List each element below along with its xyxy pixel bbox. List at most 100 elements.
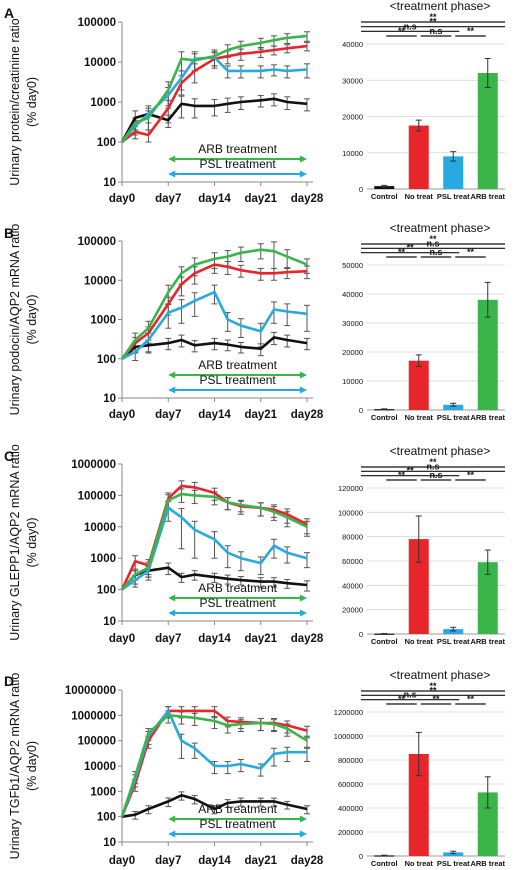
bar-category-label: ARB treat — [470, 637, 505, 646]
arb-treatment-label: ARB treatment — [198, 358, 277, 372]
bar-no-treat — [408, 125, 429, 189]
y-axis-label-unit: (% day0) — [25, 517, 39, 567]
y-tick-label: 1000 — [90, 97, 116, 109]
series-line-psl_treat — [121, 506, 308, 591]
series-line-arb_treat — [120, 248, 308, 360]
y-axis-label-unit: (% day0) — [25, 741, 39, 791]
x-tick-label: day21 — [244, 193, 277, 205]
psl-arrowhead-right — [300, 830, 307, 838]
psl-arrowhead-right — [300, 609, 307, 617]
x-tick-label: day14 — [198, 633, 231, 645]
bar-y-tick-label: 1000000 — [334, 732, 363, 741]
bar-y-tick-label: 40000 — [342, 40, 363, 49]
psl-arrowhead-left — [168, 170, 176, 178]
panel-letter-A: A — [4, 5, 14, 21]
y-tick-label: 10000 — [84, 761, 116, 773]
bar-y-tick-label: 30000 — [342, 319, 363, 328]
psl-treatment-label: PSL treatment — [199, 817, 276, 831]
y-axis-label: Urinary GLEPP1/AQP2 mRNA ratio — [8, 444, 22, 641]
series-line-psl_treat — [121, 290, 308, 360]
significance-mark: ** — [429, 681, 437, 691]
significance-mark: n.s — [429, 26, 442, 36]
bar-y-tick-label: 120000 — [338, 484, 363, 493]
bar-y-tick-label: 50000 — [342, 261, 363, 270]
bar-category-label: PSL treat — [437, 637, 470, 646]
psl-treatment-label: PSL treatment — [199, 373, 276, 387]
y-tick-label: 100 — [97, 585, 116, 597]
significance-mark: ** — [432, 694, 440, 704]
y-axis-label: Urinary podocin/AQP2 mRNA ratio — [8, 224, 22, 416]
bar-y-tick-label: 20000 — [342, 348, 363, 357]
x-tick-label: day21 — [244, 409, 277, 421]
bar-no-treat — [408, 539, 429, 634]
bar-category-label: ARB treat — [470, 859, 505, 868]
bar-y-tick-label: 600000 — [338, 780, 363, 789]
bar-category-label: PSL treat — [437, 859, 470, 868]
series-line-control — [121, 793, 308, 818]
x-tick-label: day28 — [291, 193, 324, 205]
y-tick-label: 100 — [97, 354, 116, 366]
panel-letter-D: D — [4, 673, 14, 689]
y-axis-label-unit: (% day0) — [25, 77, 39, 127]
bar-psl-treat — [443, 629, 464, 634]
y-tick-label: 100000 — [78, 236, 116, 248]
significance-mark: n.s — [426, 461, 439, 471]
bar-y-tick-label: 400000 — [338, 804, 363, 813]
significance-mark: n.s — [404, 690, 417, 700]
series-line-control — [121, 336, 308, 360]
arb-arrowhead-left — [168, 371, 176, 379]
arb-arrowhead-right — [300, 155, 307, 163]
bar-category-label: No treat — [405, 192, 434, 201]
arb-treatment-label: ARB treatment — [198, 802, 277, 816]
x-tick-label: day21 — [244, 633, 277, 645]
bar-chart-title: <treatment phase> — [390, 668, 491, 682]
bar-y-tick-label: 30000 — [342, 76, 363, 85]
series-line-no_treat — [121, 263, 308, 360]
bar-y-tick-label: 40000 — [342, 290, 363, 299]
bar-y-tick-label: 0 — [359, 630, 363, 639]
y-tick-label: 1000 — [90, 786, 116, 798]
bar-category-label: No treat — [405, 859, 434, 868]
y-tick-label: 10 — [103, 393, 116, 405]
bar-no-treat — [408, 360, 429, 410]
psl-arrowhead-right — [300, 386, 307, 394]
significance-mark: ** — [398, 470, 406, 480]
y-tick-label: 10 — [103, 616, 116, 628]
arb-arrowhead-left — [168, 155, 176, 163]
significance-mark: n.s — [429, 470, 442, 480]
y-tick-label: 1000 — [90, 315, 116, 327]
bar-category-label: Control — [371, 413, 398, 422]
y-tick-label: 10000 — [84, 275, 116, 287]
x-tick-label: day0 — [109, 409, 135, 421]
significance-mark: ** — [398, 247, 406, 257]
x-tick-label: day28 — [291, 633, 324, 645]
bar-y-tick-label: 80000 — [342, 533, 363, 542]
psl-treatment-label: PSL treatment — [199, 157, 276, 171]
bar-category-label: ARB treat — [470, 192, 505, 201]
x-tick-label: day28 — [291, 409, 324, 421]
bar-arb-treat — [477, 299, 498, 410]
y-tick-label: 10 — [103, 177, 116, 189]
x-tick-label: day7 — [155, 409, 181, 421]
x-tick-label: day0 — [109, 193, 135, 205]
x-tick-label: day0 — [109, 633, 135, 645]
x-tick-label: day21 — [244, 855, 277, 867]
significance-mark: ** — [429, 685, 437, 695]
significance-mark: n.s — [426, 238, 439, 248]
significance-mark: ** — [429, 457, 437, 467]
y-tick-label: 100000 — [78, 490, 116, 502]
psl-arrowhead-right — [300, 170, 307, 178]
bar-category-label: PSL treat — [437, 192, 470, 201]
series-line-arb_treat — [120, 713, 308, 818]
significance-mark: ** — [429, 17, 437, 27]
y-tick-label: 10000 — [84, 522, 116, 534]
bar-y-tick-label: 10000 — [342, 149, 363, 158]
bar-y-tick-label: 1200000 — [334, 708, 363, 717]
series-line-arb_treat — [121, 492, 308, 591]
y-tick-label: 10000 — [84, 57, 116, 69]
significance-mark: ** — [467, 26, 475, 36]
y-tick-label: 1000000 — [71, 710, 116, 722]
bar-y-tick-label: 100000 — [338, 508, 363, 517]
panel-letter-C: C — [4, 448, 14, 464]
bar-y-tick-label: 0 — [359, 406, 363, 415]
